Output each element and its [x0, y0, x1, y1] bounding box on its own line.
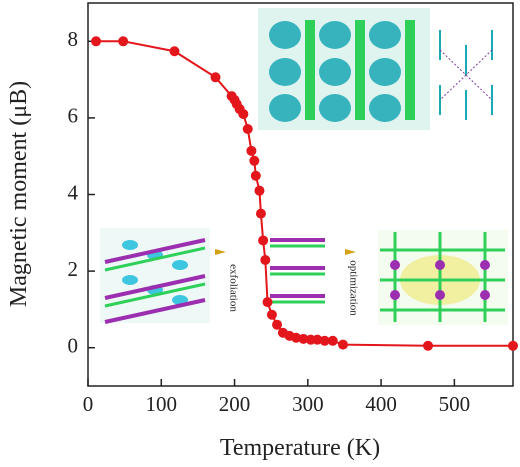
y-axis-label: Magnetic moment (μB) — [6, 81, 32, 307]
data-point — [266, 309, 277, 320]
data-point — [260, 254, 271, 265]
data-point — [169, 46, 180, 57]
data-point — [262, 297, 273, 308]
data-point — [298, 333, 309, 344]
y-tick-label: 6 — [68, 104, 79, 128]
data-point — [312, 334, 323, 345]
data-point — [272, 319, 283, 330]
data-point — [238, 109, 249, 120]
x-tick-label: 500 — [439, 392, 471, 416]
data-point — [255, 208, 266, 219]
data-point — [91, 36, 102, 47]
y-tick-label: 8 — [68, 27, 79, 51]
x-tick-label: 300 — [292, 392, 324, 416]
data-point — [508, 340, 518, 351]
x-tick-label: 200 — [219, 392, 251, 416]
x-axis-label: Temperature (K) — [220, 435, 380, 461]
data-point — [242, 124, 253, 135]
data-point — [423, 340, 433, 351]
data-point — [258, 235, 269, 246]
data-point — [118, 36, 129, 47]
data-point — [291, 332, 302, 343]
y-tick-label: 0 — [68, 334, 79, 358]
data-point — [327, 335, 338, 346]
x-tick-label: 0 — [83, 392, 94, 416]
y-tick-label: 2 — [68, 257, 79, 281]
annotation: exfoliation — [227, 264, 239, 312]
data-point — [249, 155, 260, 166]
annotation: optimization — [347, 260, 359, 316]
y-tick-label: 4 — [68, 180, 79, 204]
x-tick-label: 400 — [365, 392, 397, 416]
data-point — [319, 335, 330, 346]
data-point — [338, 339, 348, 350]
data-point — [250, 170, 261, 181]
data-point — [254, 185, 265, 196]
structure-inset — [100, 8, 508, 325]
data-point — [246, 145, 257, 156]
data-point — [210, 72, 221, 83]
x-tick-label: 100 — [146, 392, 178, 416]
